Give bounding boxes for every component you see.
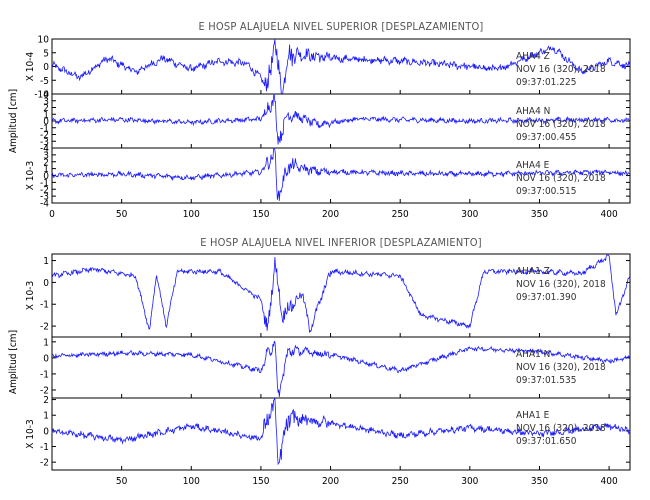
station-annotation: AHA1 Z	[516, 266, 550, 277]
y-tick-label: -5	[40, 76, 49, 87]
y-tick-label: -2	[40, 458, 49, 469]
y-tick-label: -3	[40, 192, 49, 203]
x-tick-label: 350	[531, 476, 548, 487]
panel-frame	[51, 397, 631, 471]
x-tick-label: 50	[116, 476, 128, 487]
station-annotation: 09:37:01.650	[516, 436, 577, 447]
y-axis-label: Amplitud [cm]	[8, 89, 19, 153]
y-tick-label: -1	[40, 369, 49, 380]
y-tick-label: -4	[40, 199, 49, 210]
station-annotation: 09:37:00.515	[516, 186, 576, 197]
y-tick-label: 0	[43, 62, 49, 73]
y-tick-label: 1	[43, 411, 49, 422]
x-tick-label: 200	[322, 209, 339, 220]
y-tick-label: 3	[43, 150, 49, 161]
station-annotation: AHA1 E	[516, 410, 550, 421]
y-tick-label: -1	[40, 178, 49, 189]
y-tick-label: 0	[43, 117, 49, 128]
y-tick-label: 4	[43, 144, 49, 155]
x-tick-label: 100	[183, 209, 200, 220]
y-tick-label: -2	[40, 322, 49, 333]
trace-line	[51, 147, 631, 201]
station-annotation: AHA4 Z	[516, 51, 550, 62]
station-annotation: NOV 16 (320), 2018	[516, 119, 606, 130]
y-tick-label: -3	[40, 137, 49, 148]
trace-line	[51, 254, 631, 333]
scale-label: X 10-3	[25, 161, 36, 190]
station-annotation: AHA1 N	[516, 349, 550, 360]
chart-title: E HOSP ALAJUELA NIVEL INFERIOR [DESPLAZA…	[200, 236, 482, 249]
station-annotation: 09:37:01.535	[516, 375, 576, 386]
y-tick-label: 0	[43, 278, 49, 289]
scale-label: X 10-3	[25, 281, 36, 310]
y-tick-label: 1	[43, 164, 49, 175]
x-tick-label: 300	[461, 209, 478, 220]
x-tick-label: 400	[601, 209, 618, 220]
y-tick-label: 2	[43, 395, 49, 406]
y-tick-label: 1	[43, 110, 49, 121]
x-tick-label: 100	[183, 476, 200, 487]
x-tick-label: 150	[252, 476, 269, 487]
x-tick-label: 350	[531, 209, 548, 220]
station-annotation: NOV 16 (320), 2018	[516, 362, 606, 373]
y-tick-label: 0	[43, 353, 49, 364]
y-tick-label: 3	[43, 96, 49, 107]
y-tick-label: 2	[43, 157, 49, 168]
station-annotation: NOV 16 (320), 2018	[516, 64, 606, 75]
x-tick-label: 150	[252, 209, 269, 220]
y-tick-label: 0	[43, 171, 49, 182]
trace-line	[51, 38, 631, 95]
x-tick-label: 50	[116, 209, 128, 220]
trace-line	[51, 93, 631, 145]
station-annotation: AHA4 N	[516, 106, 550, 117]
station-annotation: AHA4 E	[516, 160, 550, 171]
x-tick-label: 250	[392, 476, 409, 487]
y-tick-label: -2	[40, 385, 49, 396]
station-annotation: NOV 16 (320), 2018	[516, 279, 606, 290]
chart-title: E HOSP ALAJUELA NIVEL SUPERIOR [DESPLAZA…	[198, 20, 483, 33]
y-tick-label: 5	[43, 48, 49, 59]
x-tick-label: 250	[392, 209, 409, 220]
station-annotation: NOV 16 (320), 2018	[516, 423, 606, 434]
trace-line	[51, 397, 631, 466]
station-annotation: 09:37:00.455	[516, 132, 576, 143]
y-tick-label: 2	[43, 103, 49, 114]
y-tick-label: -1	[40, 123, 49, 134]
x-tick-label: 400	[601, 476, 618, 487]
y-tick-label: -2	[40, 185, 49, 196]
x-tick-label: 300	[461, 476, 478, 487]
y-tick-label: 1	[43, 256, 49, 267]
x-tick-label: 0	[49, 209, 55, 220]
x-tick-label: 200	[322, 476, 339, 487]
y-tick-label: -1	[40, 442, 49, 453]
station-annotation: 09:37:01.390	[516, 292, 577, 303]
y-tick-label: 4	[43, 90, 49, 101]
y-tick-label: -4	[40, 144, 49, 155]
station-annotation: 09:37:01.225	[516, 77, 576, 88]
trace-line	[51, 340, 631, 397]
y-tick-label: 10	[38, 35, 50, 46]
y-tick-label: 1	[43, 337, 49, 348]
y-tick-label: -1	[40, 300, 49, 311]
station-annotation: NOV 16 (320), 2018	[516, 173, 606, 184]
y-tick-label: -10	[34, 90, 49, 101]
scale-label: X 10-4	[25, 52, 36, 82]
y-tick-label: 0	[43, 426, 49, 437]
scale-label: X 10-3	[25, 419, 36, 448]
y-tick-label: -2	[40, 130, 49, 141]
y-axis-label: Amplitud [cm]	[8, 330, 19, 394]
